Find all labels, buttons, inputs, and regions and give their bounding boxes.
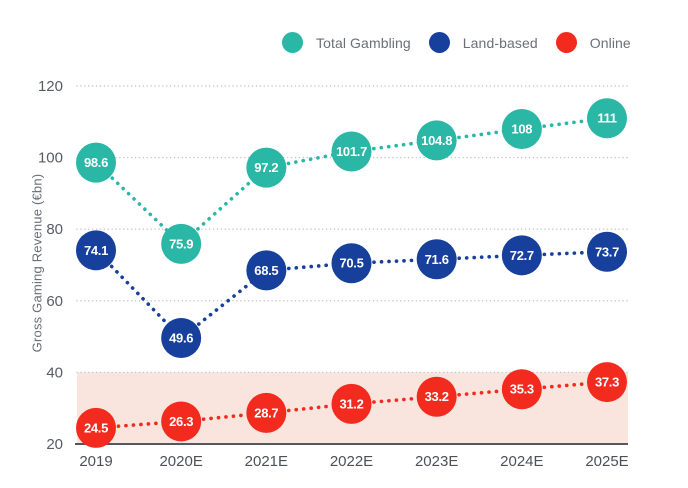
data-point-label: 28.7 bbox=[254, 405, 278, 420]
legend-label: Total Gambling bbox=[316, 34, 411, 51]
x-tick-label: 2019 bbox=[79, 453, 112, 470]
data-point-label: 33.2 bbox=[425, 389, 449, 404]
data-point bbox=[501, 235, 542, 276]
data-point bbox=[416, 120, 457, 161]
data-point-label: 111 bbox=[597, 111, 616, 126]
chart-legend: Total Gambling Land-based Online bbox=[282, 32, 631, 53]
x-tick-label: 2022E bbox=[330, 453, 373, 470]
data-point-label: 31.2 bbox=[339, 396, 363, 411]
data-point-label: 37.3 bbox=[595, 375, 619, 390]
series-segment bbox=[94, 248, 183, 340]
data-point-label: 75.9 bbox=[169, 236, 193, 251]
y-tick-label: 20 bbox=[46, 436, 63, 453]
data-point bbox=[416, 239, 457, 280]
data-point-label: 35.3 bbox=[510, 382, 534, 397]
data-point-label: 72.7 bbox=[510, 248, 534, 263]
data-point-label: 71.6 bbox=[425, 252, 449, 267]
legend-label: Online bbox=[589, 34, 631, 51]
data-point bbox=[331, 131, 372, 172]
data-point bbox=[161, 318, 202, 359]
legend-swatch-icon bbox=[428, 32, 450, 53]
y-tick-label: 100 bbox=[38, 150, 63, 167]
legend-label: Land-based bbox=[462, 34, 538, 51]
x-tick-label: 2020E bbox=[159, 453, 202, 470]
data-point-label: 68.5 bbox=[254, 263, 278, 278]
y-tick-label: 40 bbox=[46, 364, 63, 381]
legend-item: Total Gambling bbox=[282, 32, 411, 53]
data-point-label: 104.8 bbox=[421, 133, 452, 148]
data-point bbox=[161, 401, 202, 442]
x-tick-label: 2023E bbox=[415, 453, 458, 470]
data-point bbox=[76, 230, 116, 271]
data-point bbox=[76, 142, 116, 183]
data-point bbox=[587, 98, 627, 139]
data-point-label: 101.7 bbox=[336, 144, 367, 159]
legend-item: Land-based bbox=[428, 32, 538, 53]
data-point-label: 97.2 bbox=[254, 160, 278, 175]
legend-swatch-icon bbox=[555, 32, 577, 53]
data-point bbox=[76, 407, 116, 448]
data-point-label: 70.5 bbox=[339, 256, 363, 271]
y-tick-label: 120 bbox=[38, 78, 63, 95]
data-point bbox=[246, 147, 287, 188]
data-point-label: 98.6 bbox=[84, 155, 108, 170]
data-point bbox=[331, 383, 372, 424]
data-point bbox=[246, 250, 287, 291]
data-point bbox=[246, 392, 287, 433]
data-point bbox=[501, 108, 542, 149]
data-point-label: 26.3 bbox=[169, 414, 193, 429]
data-point bbox=[416, 376, 457, 417]
data-point-label: 73.7 bbox=[595, 244, 619, 259]
data-point bbox=[501, 369, 542, 410]
x-tick-label: 2025E bbox=[585, 453, 628, 470]
y-axis-title: Gross Gaming Revenue (€bn) bbox=[29, 173, 45, 353]
legend-item: Online bbox=[555, 32, 631, 53]
data-point-label: 24.5 bbox=[84, 420, 108, 435]
x-tick-label: 2024E bbox=[500, 453, 543, 470]
data-point-label: 108 bbox=[511, 121, 532, 136]
y-tick-label: 60 bbox=[46, 293, 63, 310]
data-point bbox=[587, 362, 627, 403]
data-point bbox=[587, 231, 627, 272]
x-tick-label: 2021E bbox=[245, 453, 288, 470]
data-point bbox=[161, 223, 202, 264]
data-point-label: 49.6 bbox=[169, 331, 193, 346]
data-point bbox=[331, 243, 372, 284]
legend-swatch-icon bbox=[282, 32, 303, 53]
data-point-label: 74.1 bbox=[84, 243, 108, 258]
y-tick-label: 80 bbox=[46, 221, 63, 238]
